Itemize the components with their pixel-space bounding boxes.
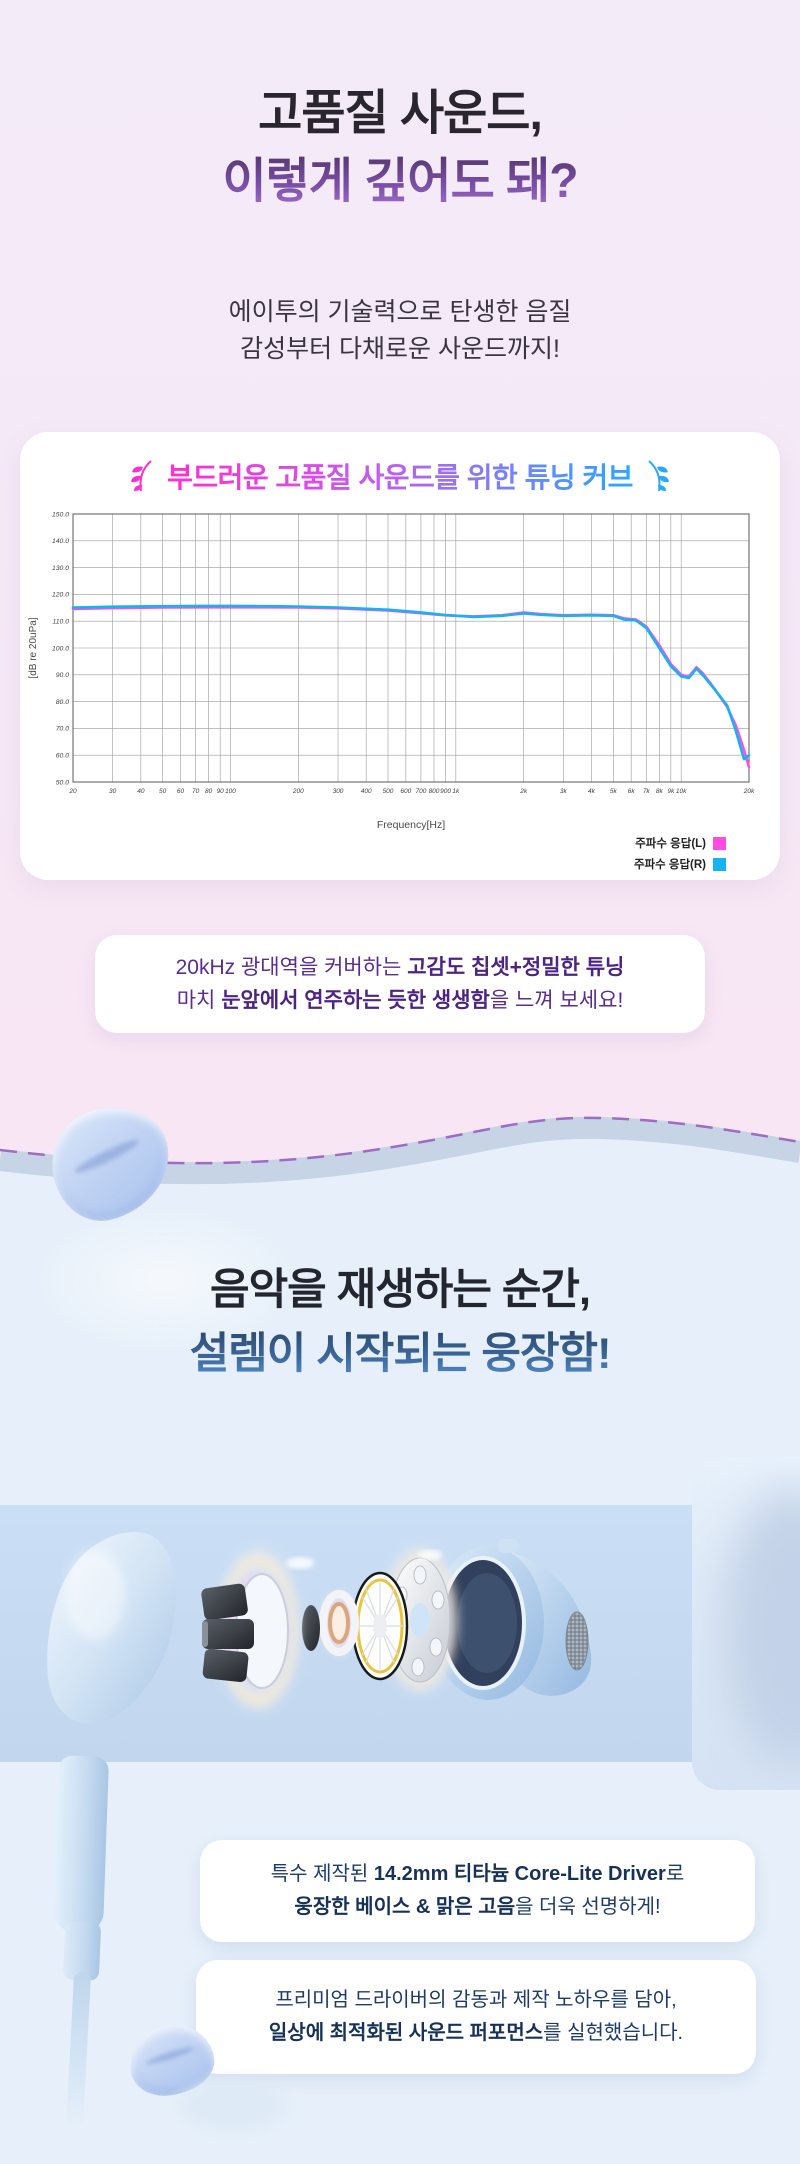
- svg-text:80.0: 80.0: [56, 699, 69, 706]
- driver-housing: [432, 1539, 592, 1700]
- svg-text:70.0: 70.0: [56, 726, 69, 733]
- sparkle-icon: [286, 1557, 314, 1569]
- svg-text:10k: 10k: [676, 788, 687, 795]
- earbud-stem: [52, 1755, 110, 1933]
- tuning-curve-card: 부드러운 고품질 사운드를 위한 튜닝 커브 20 30 40 50 60 70 80 90 1…: [20, 432, 780, 880]
- svg-text:80: 80: [205, 788, 213, 795]
- hero-subtitle-line2: 감성부터 다채로운 사운드까지!: [240, 335, 560, 363]
- earbud-shell: [47, 1531, 176, 1724]
- svg-text:50.0: 50.0: [56, 779, 69, 786]
- svg-text:60: 60: [177, 788, 185, 795]
- svg-text:7k: 7k: [643, 788, 651, 795]
- svg-text:900: 900: [440, 788, 451, 795]
- svg-text:Frequency[Hz]: Frequency[Hz]: [377, 819, 445, 831]
- driver-info2-line2: 일상에 최적화된 사운드 퍼포먼스를 실현했습니다.: [268, 2022, 684, 2044]
- hero-title-line1: 고품질 사운드,: [258, 87, 543, 140]
- svg-text:90.0: 90.0: [56, 672, 69, 679]
- svg-text:70: 70: [192, 788, 200, 795]
- svg-text:9k: 9k: [667, 788, 675, 795]
- svg-text:20k: 20k: [743, 788, 755, 795]
- driver-diaphragm: [351, 1571, 409, 1681]
- chipset-info-box: 20kHz 광대역을 커버하는 고감도 칩셋+정밀한 튜닝 마치 눈앞에서 연주…: [95, 935, 705, 1033]
- legend-swatch-left: [713, 836, 726, 850]
- legend-label-right: 주파수 응답(R): [633, 859, 706, 871]
- driver-parts-illustration: [47, 1531, 592, 1724]
- driver-spacer: [302, 1605, 320, 1651]
- svg-text:120.0: 120.0: [52, 592, 69, 599]
- svg-text:2k: 2k: [519, 788, 528, 795]
- svg-text:100.0: 100.0: [52, 645, 69, 652]
- soft-light-decor: [30, 1205, 300, 1355]
- driver-magnet: [201, 1546, 302, 1714]
- chipset-info-line1: 20kHz 광대역을 커버하는 고감도 칩셋+정밀한 튜닝: [175, 956, 625, 979]
- hero-subtitle: 에이투의 기술력으로 탄생한 음질 감성부터 다채로운 사운드까지!: [0, 294, 800, 368]
- chart-legend: 주파수 응답(L) 주파수 응답(R): [634, 835, 726, 872]
- driver-exploded-image: [0, 1505, 772, 1762]
- svg-text:150.0: 150.0: [52, 511, 69, 518]
- legend-item-left: 주파수 응답(L): [635, 835, 726, 851]
- blurred-earbud-decor: [692, 1458, 800, 1790]
- sparkle-icon: [418, 1550, 442, 1560]
- svg-text:140.0: 140.0: [52, 538, 69, 545]
- svg-text:4k: 4k: [588, 788, 596, 795]
- driver-info1-line2: 웅장한 베이스 & 맑은 고음을 더욱 선명하게!: [294, 1896, 661, 1918]
- svg-text:200: 200: [292, 788, 304, 795]
- bass-title-line1: 음악을 재생하는 순간,: [210, 1266, 591, 1314]
- svg-text:5k: 5k: [610, 788, 618, 795]
- driver-info-box-1: 특수 제작된 14.2mm 티타늄 Core-Lite Driver로 웅장한 …: [200, 1840, 755, 1942]
- svg-text:[dB re 20uPa]: [dB re 20uPa]: [28, 617, 39, 678]
- driver-info2-line1: 프리미엄 드라이버의 감동과 제작 노하우를 담아,: [275, 1989, 677, 2011]
- svg-text:300: 300: [333, 788, 344, 795]
- svg-text:50: 50: [159, 788, 167, 795]
- tuning-card-title: 부드러운 고품질 사운드를 위한 튜닝 커브: [20, 456, 780, 496]
- driver-mesh: [565, 1611, 589, 1671]
- svg-text:20: 20: [68, 788, 77, 795]
- legend-swatch-right: [713, 857, 726, 871]
- driver-info-box-2: 프리미엄 드라이버의 감동과 제작 노하우를 담아, 일상에 최적화된 사운드 …: [196, 1960, 756, 2074]
- svg-text:1k: 1k: [452, 788, 460, 795]
- tuning-card-title-text: 부드러운 고품질 사운드를 위한 튜닝 커브: [167, 456, 633, 496]
- svg-text:6k: 6k: [628, 788, 636, 795]
- svg-text:100: 100: [225, 788, 236, 795]
- svg-text:110.0: 110.0: [52, 619, 69, 626]
- svg-text:400: 400: [361, 788, 372, 795]
- faint-blob-decor: [178, 2080, 288, 2132]
- laurel-left-icon: [131, 460, 152, 492]
- svg-text:30: 30: [109, 788, 117, 795]
- svg-text:500: 500: [383, 788, 394, 795]
- chipset-info-line2: 마치 눈앞에서 연주하는 듯한 생생함을 느껴 보세요!: [176, 989, 624, 1012]
- legend-label-left: 주파수 응답(L): [635, 838, 706, 850]
- hero-subtitle-line1: 에이투의 기술력으로 탄생한 음질: [228, 298, 572, 326]
- hero-title-line2: 이렇게 깊어도 돼?: [0, 148, 800, 216]
- driver-info1-line1: 특수 제작된 14.2mm 티타늄 Core-Lite Driver로: [270, 1863, 685, 1885]
- svg-text:700: 700: [416, 788, 427, 795]
- frequency-response-chart: 20 30 40 50 60 70 80 90 100 200 300 400 500 600 700 800…: [28, 511, 755, 831]
- laurel-right-icon: [648, 460, 669, 492]
- svg-text:40: 40: [137, 788, 145, 795]
- hero-title: 고품질 사운드, 이렇게 깊어도 돼?: [0, 80, 800, 216]
- svg-text:3k: 3k: [560, 788, 568, 795]
- svg-text:130.0: 130.0: [52, 565, 69, 572]
- svg-text:800: 800: [429, 788, 440, 795]
- bass-title-line2: 설렘이 시작되는 웅장함!: [0, 1322, 800, 1386]
- svg-text:600: 600: [400, 788, 411, 795]
- svg-text:60.0: 60.0: [56, 753, 69, 760]
- bass-title: 음악을 재생하는 순간, 설렘이 시작되는 웅장함!: [0, 1258, 800, 1386]
- svg-text:8k: 8k: [656, 788, 664, 795]
- svg-text:90: 90: [217, 788, 225, 795]
- driver-voice-coil: [319, 1589, 359, 1657]
- legend-item-right: 주파수 응답(R): [634, 856, 726, 872]
